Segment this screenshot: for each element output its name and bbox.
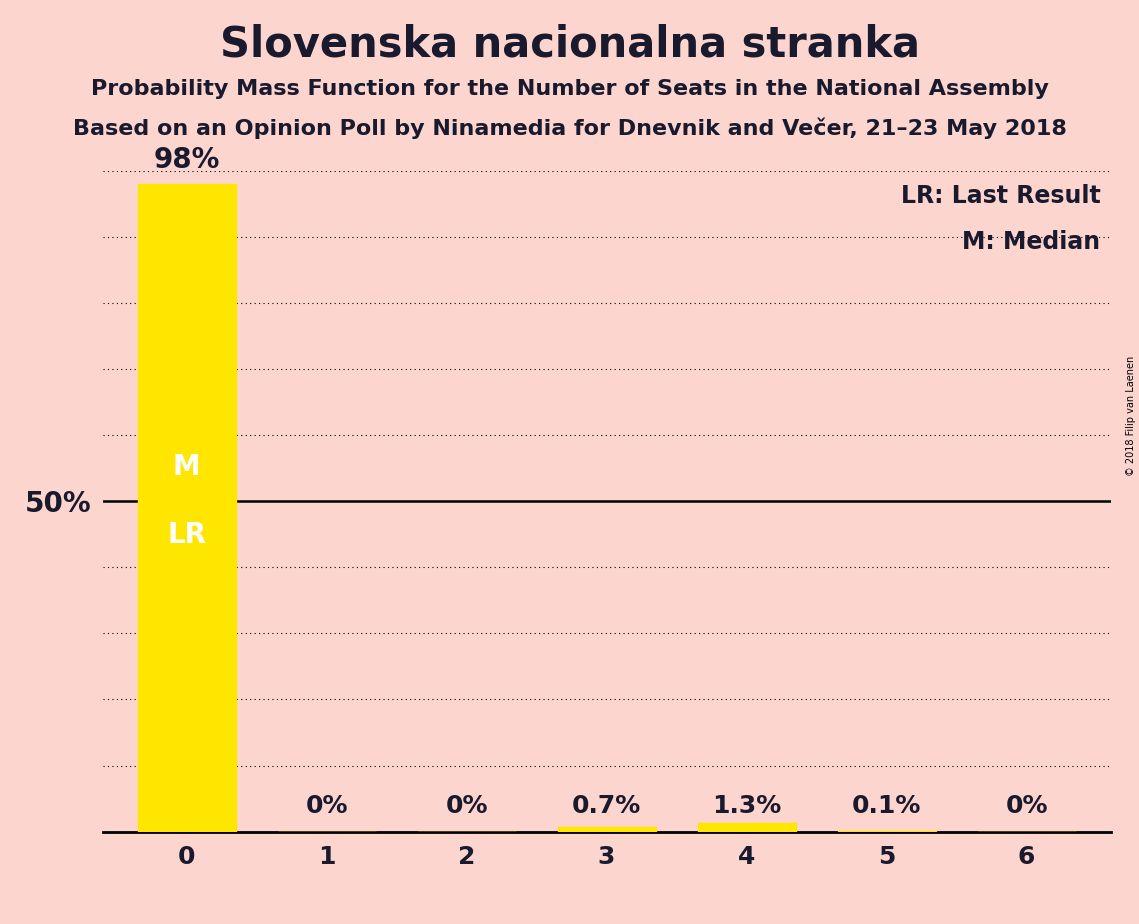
- Text: 0%: 0%: [1006, 795, 1048, 819]
- Bar: [697, 823, 795, 832]
- Text: 0%: 0%: [305, 795, 347, 819]
- Text: LR: LR: [167, 521, 206, 549]
- Text: Based on an Opinion Poll by Ninamedia for Dnevnik and Večer, 21–23 May 2018: Based on an Opinion Poll by Ninamedia fo…: [73, 117, 1066, 139]
- Text: 98%: 98%: [154, 146, 220, 175]
- Bar: [557, 827, 656, 832]
- Text: © 2018 Filip van Laenen: © 2018 Filip van Laenen: [1125, 356, 1136, 476]
- Text: M: M: [173, 454, 200, 481]
- Text: LR: Last Result: LR: Last Result: [901, 184, 1100, 208]
- Text: M: Median: M: Median: [962, 230, 1100, 254]
- Text: 1.3%: 1.3%: [712, 795, 781, 819]
- Text: 0.1%: 0.1%: [852, 795, 921, 819]
- Text: Slovenska nacionalna stranka: Slovenska nacionalna stranka: [220, 23, 919, 65]
- Text: 0%: 0%: [445, 795, 487, 819]
- Text: 0.7%: 0.7%: [572, 795, 641, 819]
- Bar: [138, 184, 236, 832]
- Text: Probability Mass Function for the Number of Seats in the National Assembly: Probability Mass Function for the Number…: [91, 79, 1048, 99]
